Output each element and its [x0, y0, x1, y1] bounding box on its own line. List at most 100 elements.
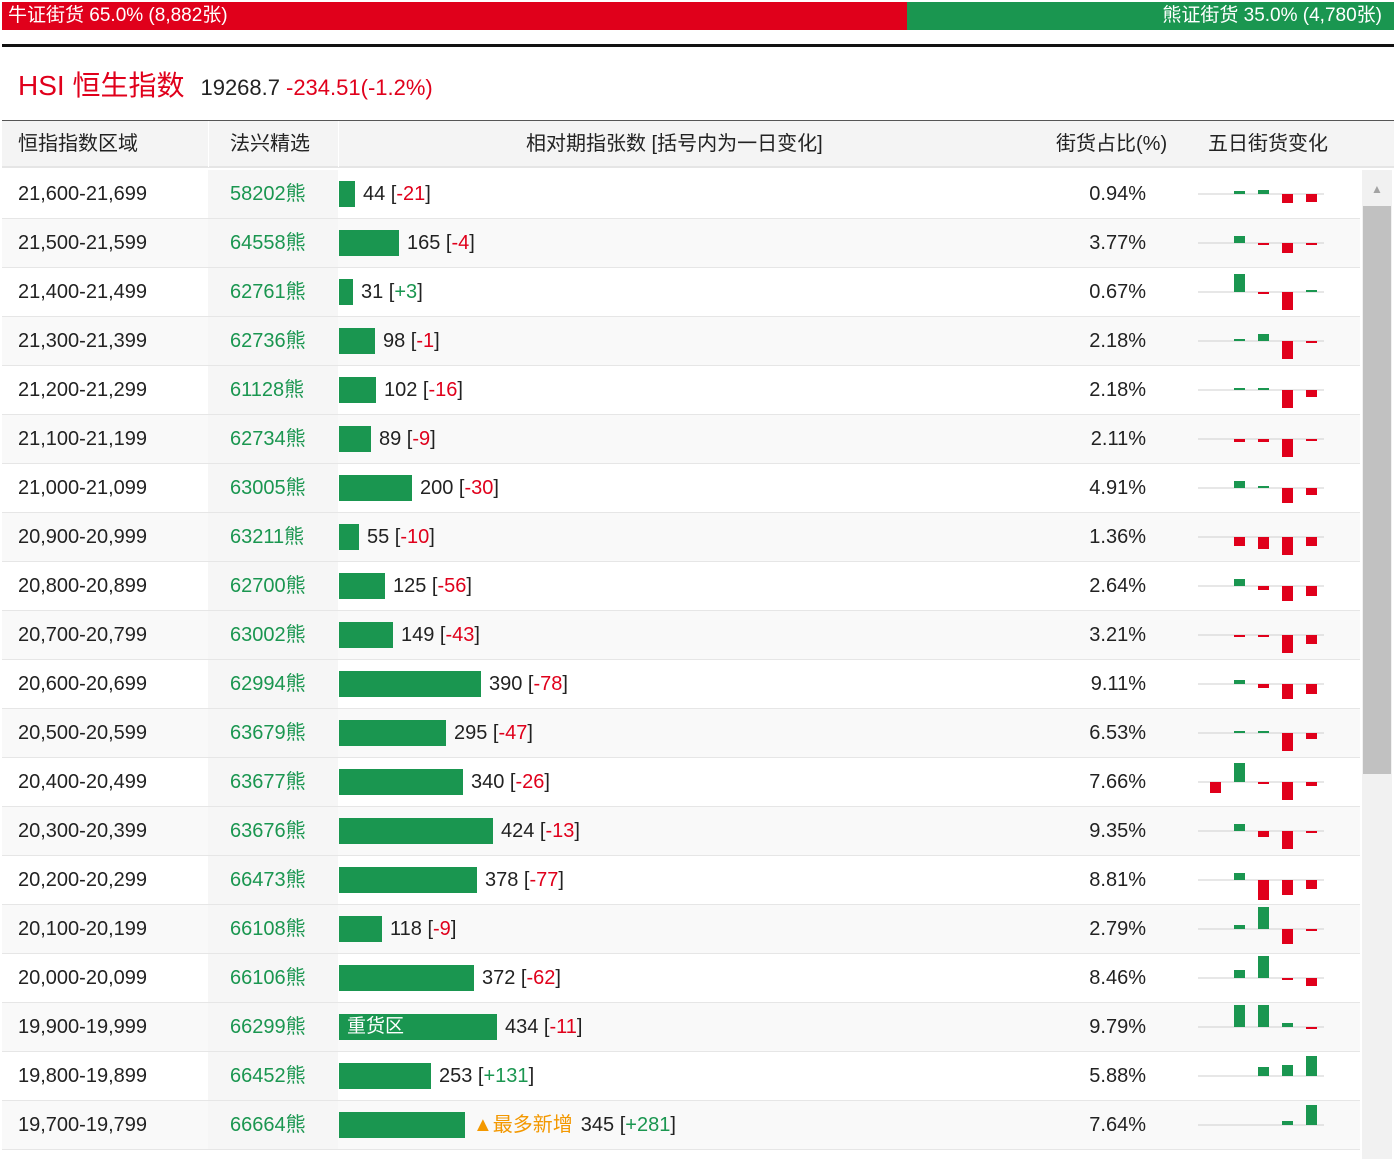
warrant-code-link[interactable]: 61128熊	[208, 366, 338, 414]
scrollbar[interactable]: ▲	[1362, 170, 1392, 1159]
contracts-count: 253	[439, 1065, 473, 1087]
warrant-code-link[interactable]: 62736熊	[208, 317, 338, 365]
contracts-value: 200 [-30]	[420, 477, 499, 499]
five-day-bar	[1306, 194, 1317, 202]
warrant-code-link[interactable]: 63676熊	[208, 807, 338, 855]
contracts-count: 390	[489, 673, 523, 695]
five-day-bar	[1306, 635, 1317, 644]
index-range: 21,200-21,299	[18, 379, 148, 401]
outstanding-share: 1.36%	[1089, 526, 1146, 548]
warrant-code-link[interactable]: 63002熊	[208, 611, 338, 659]
one-day-change: -56	[437, 575, 467, 597]
five-day-bar	[1234, 191, 1245, 194]
five-day-change-chart	[1194, 1003, 1324, 1051]
contracts-value: 295 [-47]	[454, 722, 533, 744]
warrant-code-link[interactable]: 63005熊	[208, 464, 338, 512]
contracts-bar	[339, 720, 446, 746]
table-row: 20,500-20,599 63679熊 295 [-47] 6.53%	[2, 709, 1360, 758]
contracts-count: 31	[361, 281, 384, 303]
five-day-change-chart	[1194, 562, 1324, 610]
five-day-bar	[1234, 339, 1245, 341]
index-range: 21,000-21,099	[18, 477, 148, 499]
contracts-value: 44 [-21]	[363, 183, 431, 205]
contracts-bar: 重货区	[339, 1014, 497, 1040]
five-day-bar	[1306, 684, 1317, 694]
contracts-count: 44	[363, 183, 386, 205]
warrant-code-link[interactable]: 63211熊	[208, 513, 338, 561]
index-range: 21,500-21,599	[18, 232, 148, 254]
index-name[interactable]: HSI 恒生指数	[18, 70, 185, 101]
warrant-code-link[interactable]: 62761熊	[208, 268, 338, 316]
table-header: 恒指指数区域 法兴精选 相对期指张数 [括号内为一日变化] 街货占比(%) 五日…	[2, 120, 1394, 168]
index-range: 20,600-20,699	[18, 673, 148, 695]
five-day-bar	[1258, 586, 1269, 590]
outstanding-share: 8.81%	[1089, 869, 1146, 891]
five-day-bar	[1282, 733, 1293, 751]
warrant-code-link[interactable]: 62994熊	[208, 660, 338, 708]
scrollbar-thumb[interactable]	[1363, 206, 1391, 774]
heavy-zone-label: 重货区	[347, 1016, 405, 1037]
one-day-change: -11	[549, 1016, 577, 1038]
index-range: 21,600-21,699	[18, 183, 148, 205]
warrant-code-link[interactable]: 66106熊	[208, 954, 338, 1002]
outstanding-share: 0.67%	[1089, 281, 1146, 303]
warrant-code-link[interactable]: 66299熊	[208, 1003, 338, 1051]
five-day-bar	[1234, 731, 1245, 733]
one-day-change: -43	[445, 624, 475, 646]
five-day-change-chart	[1194, 366, 1324, 414]
index-range: 19,700-19,799	[18, 1114, 148, 1136]
warrant-code-link[interactable]: 66473熊	[208, 856, 338, 904]
five-day-change-chart	[1194, 856, 1324, 904]
five-day-bar	[1258, 956, 1269, 978]
one-day-change: -77	[529, 869, 559, 891]
five-day-bar	[1306, 1105, 1317, 1125]
five-day-bar	[1282, 831, 1293, 849]
warrant-code-link[interactable]: 62700熊	[208, 562, 338, 610]
warrant-code-link[interactable]: 66664熊	[208, 1101, 338, 1149]
outstanding-share: 9.79%	[1089, 1016, 1146, 1038]
contracts-count: 165	[407, 232, 441, 254]
five-day-bar	[1282, 782, 1293, 800]
warrant-code-link[interactable]: 64558熊	[208, 219, 338, 267]
warrant-code-link[interactable]: 63677熊	[208, 758, 338, 806]
one-day-change: -78	[533, 673, 563, 695]
outstanding-share: 2.18%	[1089, 379, 1146, 401]
contracts-count: 378	[485, 869, 519, 891]
contracts-count: 372	[482, 967, 516, 989]
table-row: 21,300-21,399 62736熊 98 [-1] 2.18%	[2, 317, 1360, 366]
index-summary: HSI 恒生指数 19268.7 -234.51(-1.2%)	[18, 64, 433, 104]
table-row: 21,400-21,499 62761熊 31 [+3] 0.67%	[2, 268, 1360, 317]
warrant-code-link[interactable]: 66452熊	[208, 1052, 338, 1100]
contracts-bar	[339, 475, 412, 501]
five-day-change-chart	[1194, 954, 1324, 1002]
five-day-bar	[1306, 290, 1317, 292]
outstanding-share: 4.91%	[1089, 477, 1146, 499]
five-day-bar	[1282, 341, 1293, 359]
five-day-bar	[1234, 236, 1245, 243]
warrant-code-link[interactable]: 66108熊	[208, 905, 338, 953]
five-day-change-chart	[1194, 1101, 1324, 1149]
table-row: 19,700-19,799 66664熊 ▲最多新增 345 [+281] 7.64%	[2, 1101, 1360, 1150]
five-day-change-chart	[1194, 709, 1324, 757]
contracts-value: 31 [+3]	[361, 281, 423, 303]
warrant-code-link[interactable]: 62734熊	[208, 415, 338, 463]
scroll-up-arrow-icon[interactable]: ▲	[1371, 182, 1383, 196]
warrant-code-link[interactable]: 63679熊	[208, 709, 338, 757]
one-day-change: -47	[498, 722, 528, 744]
table-row: 20,000-20,099 66106熊 372 [-62] 8.46%	[2, 954, 1360, 1003]
one-day-change: -4	[451, 232, 470, 254]
contracts-value: 372 [-62]	[482, 967, 561, 989]
index-range: 20,700-20,799	[18, 624, 148, 646]
contracts-bar	[339, 328, 375, 354]
one-day-change: +281	[625, 1114, 671, 1136]
index-range: 21,100-21,199	[18, 428, 148, 450]
contracts-bar	[339, 1112, 465, 1138]
five-day-bar	[1258, 537, 1269, 549]
contracts-bar	[339, 279, 353, 305]
five-day-bar	[1258, 684, 1269, 688]
five-day-bar	[1234, 680, 1245, 684]
contracts-count: 345	[580, 1114, 615, 1136]
warrant-code-link[interactable]: 58202熊	[208, 170, 338, 218]
five-day-bar	[1282, 243, 1293, 253]
index-range: 21,400-21,499	[18, 281, 148, 303]
